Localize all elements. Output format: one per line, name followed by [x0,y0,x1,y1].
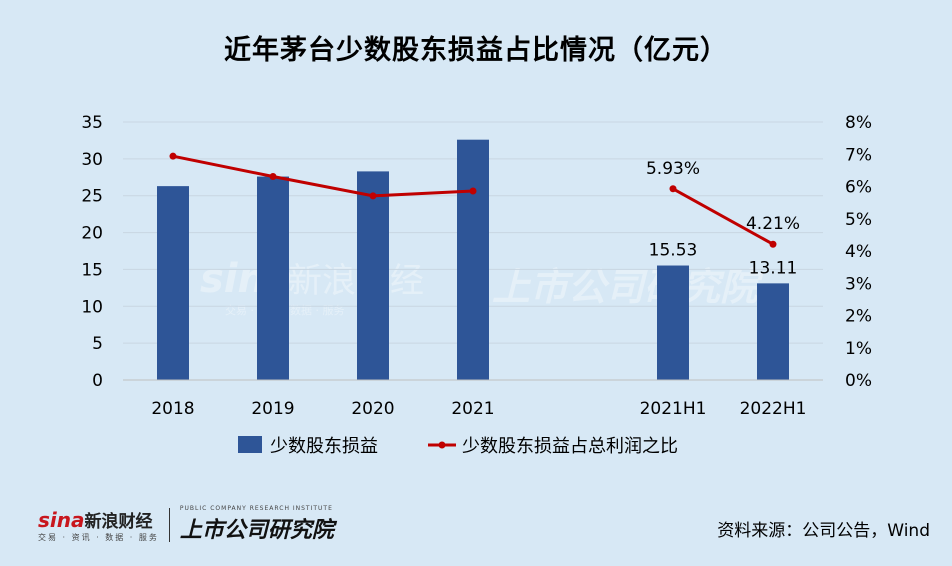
y-right-tick-label: 4% [845,242,872,262]
bar-data-label: 13.11 [749,258,798,278]
line-data-label: 4.21% [746,214,800,234]
bar [357,171,389,380]
bar [157,186,189,380]
line-series-segment [672,187,774,246]
y-left-tick-label: 25 [81,187,103,207]
sina-logo-word: sina [38,507,85,532]
y-right-tick-label: 2% [845,307,872,327]
legend-bar-label: 少数股东损益 [270,436,378,457]
y-right-tick-label: 7% [845,145,872,165]
y-right-tick-label: 5% [845,210,872,230]
line-point [669,185,677,193]
y-left-tick-label: 5 [92,334,103,354]
x-tick-label: 2018 [151,399,194,419]
y-right-tick-label: 8% [845,113,872,133]
sina-logo-sub: 交易 · 资讯 · 数据 · 服务 [38,532,159,542]
chart-title: 近年茅台少数股东损益占比情况（亿元） [224,35,728,66]
legend-bar-swatch [238,436,262,453]
x-tick-label: 2022H1 [740,399,807,419]
institute-logo-en: PUBLIC COMPANY RESEARCH INSTITUTE [179,505,333,512]
line-point [769,240,777,248]
line-data-label: 5.93% [646,159,700,179]
bar-data-label: 15.53 [649,241,698,261]
source-note: 资料来源：公司公告，Wind [717,521,930,541]
y-right-tick-label: 1% [845,339,872,359]
line-point [169,152,177,160]
line-point [469,187,477,195]
legend-line-marker [438,441,446,449]
sina-logo-cn: 新浪财经 [84,511,153,532]
bar [657,265,689,380]
footer-logos: sina新浪财经 交易 · 资讯 · 数据 · 服务 PUBLIC COMPAN… [38,505,334,544]
watermark-institute: 上市公司研究院 [492,265,764,309]
legend-line-label: 少数股东损益占总利润之比 [462,436,678,457]
sina-finance-logo: sina新浪财经 交易 · 资讯 · 数据 · 服务 [38,507,159,543]
institute-logo-cn: 上市公司研究院 [179,518,334,543]
x-tick-label: 2021 [451,399,494,419]
watermark-sina-cn: 新浪财经 [288,261,424,301]
y-right-tick-label: 3% [845,274,872,294]
x-tick-label: 2021H1 [640,399,707,419]
logo-divider [168,507,170,542]
y-left-tick-label: 10 [81,297,103,317]
y-right-tick-label: 0% [845,371,872,391]
line-point [269,173,277,181]
y-left-tick-label: 15 [81,260,103,280]
y-right-tick-label: 6% [845,178,872,198]
line-point [369,192,377,200]
bar [757,283,789,380]
institute-logo: PUBLIC COMPANY RESEARCH INSTITUTE 上市公司研究… [180,505,334,544]
x-tick-label: 2020 [351,399,394,419]
y-left-tick-label: 30 [81,150,103,170]
line-series-segment [172,154,474,198]
bar [257,176,289,380]
bar [457,139,489,380]
y-left-tick-label: 0 [92,371,103,391]
y-left-tick-label: 35 [81,113,103,133]
x-tick-label: 2019 [251,399,294,419]
y-left-tick-label: 20 [81,224,103,244]
